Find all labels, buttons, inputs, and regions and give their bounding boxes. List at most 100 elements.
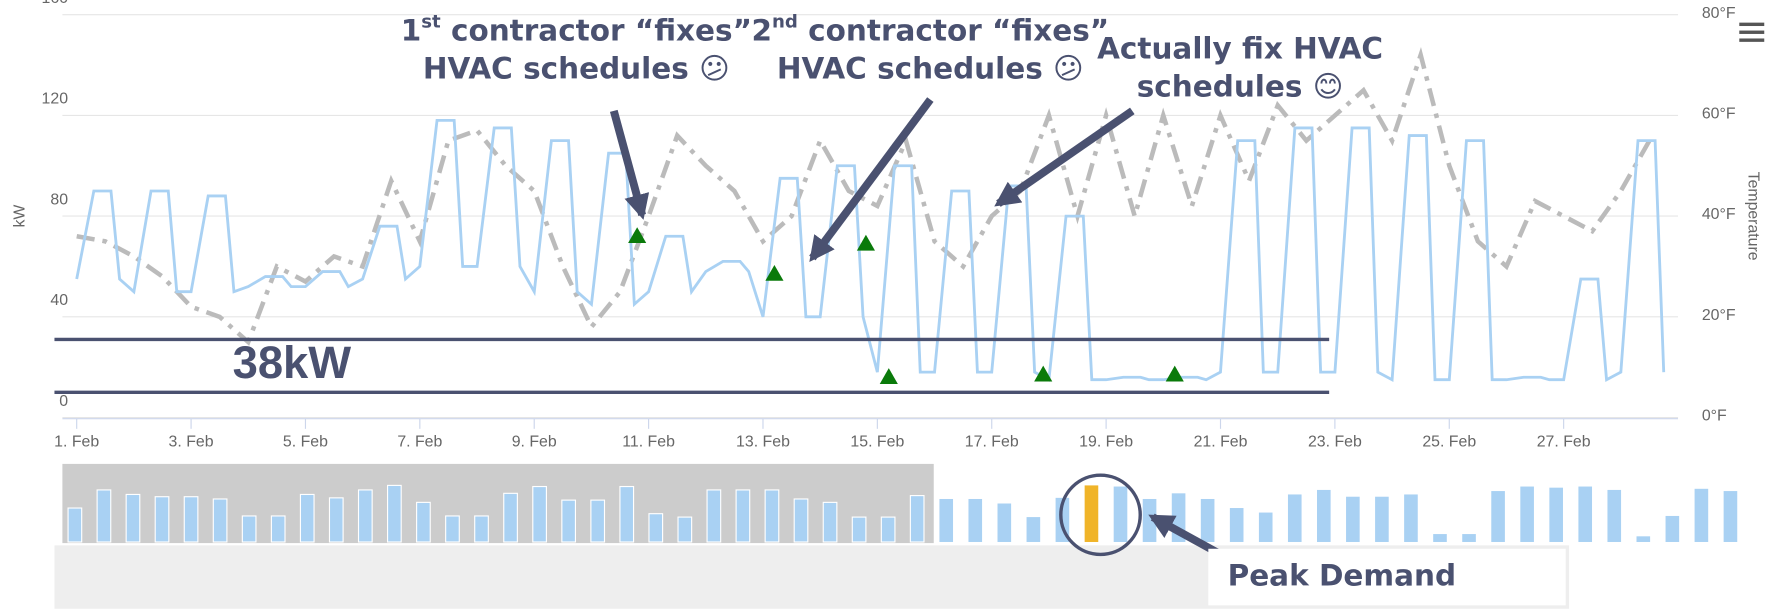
x-tick-label: 23. Feb (1308, 434, 1362, 451)
y-tick-label: 80 (50, 191, 68, 208)
kw-line (75, 118, 1666, 382)
navigator-bar (328, 497, 344, 543)
navigator-bar (125, 493, 141, 543)
x-tick-label: 15. Feb (850, 434, 904, 451)
arrows (609, 97, 1223, 558)
y-tick-label: 120 (42, 91, 69, 108)
navigator-bar (67, 507, 83, 543)
y2-tick-label: 40°F (1702, 206, 1736, 223)
navigator-bar (1520, 486, 1534, 542)
navigator-bar (416, 501, 431, 543)
x-tick-label: 27. Feb (1537, 434, 1591, 451)
navigator-bar (561, 499, 577, 543)
navigator-bar (1084, 485, 1099, 542)
annotation: Actually fix HVAC (1097, 31, 1383, 65)
navigator-bar (1404, 494, 1418, 542)
navigator-bar (939, 498, 954, 542)
annotation: 2nd contractor “fixes” (752, 12, 1110, 48)
navigator-bar (299, 493, 315, 543)
navigator-bar (241, 515, 257, 543)
navigator-bar (154, 496, 170, 543)
navigator-bar (968, 498, 983, 542)
annotation: HVAC schedules 😕 (777, 52, 1084, 86)
y2-tick-label: 60°F (1702, 105, 1736, 122)
event-marker (856, 234, 875, 251)
navigator-bar (1636, 536, 1651, 542)
x-tick-label: 9. Feb (512, 434, 557, 451)
x-tick-label: 19. Feb (1079, 434, 1133, 451)
annotation: schedules 😊 (1137, 70, 1344, 104)
y2-tick-label: 20°F (1702, 307, 1736, 324)
navigator-bar (793, 498, 809, 543)
event-marker (628, 227, 647, 244)
y-tick-label: 160 (42, 0, 69, 7)
navigator-bar (183, 496, 199, 543)
navigator-bar (1375, 496, 1389, 542)
navigator-bar (1258, 512, 1273, 542)
navigator-bar (474, 515, 489, 543)
x-tick-label: 25. Feb (1422, 434, 1476, 451)
navigator-bar (1549, 487, 1563, 542)
navigator-bar (387, 484, 402, 543)
navigator-bar (1317, 489, 1331, 542)
navigator-bar (1200, 498, 1215, 542)
navigator-bar (880, 516, 896, 543)
y-axis-label: kW (12, 205, 29, 228)
navigator-selection[interactable] (62, 463, 934, 544)
navigator-bar (503, 492, 518, 543)
navigator-bar (706, 489, 722, 543)
y2-tick-label: 80°F (1702, 5, 1736, 22)
y-tick-label: 0 (59, 393, 68, 410)
navigator-bar (909, 495, 925, 543)
temperature-line (76, 46, 1652, 346)
event-marker (1165, 365, 1184, 382)
navigator-bar (648, 513, 664, 543)
navigator-bar (590, 499, 606, 543)
navigator-bar (851, 516, 867, 543)
peak-circle (1059, 473, 1142, 557)
event-marker (765, 264, 784, 281)
navigator-bar (1578, 486, 1593, 542)
navigator-bar (445, 515, 460, 543)
x-tick-label: 21. Feb (1194, 434, 1248, 451)
navigator-bar (1026, 517, 1041, 542)
y2-axis-label: Temperature (1745, 172, 1762, 261)
navigator-bar (619, 485, 635, 543)
navigator-bar (1229, 508, 1244, 542)
navigator-bar (764, 489, 780, 543)
x-tick-label: 13. Feb (736, 434, 790, 451)
navigator-bar (735, 489, 751, 543)
event-marker (1034, 365, 1053, 382)
annotation: 1st contractor “fixes” (401, 12, 752, 48)
y-tick-label: 40 (50, 292, 68, 309)
event-marker (879, 368, 898, 385)
peak-label-box (1208, 548, 1566, 606)
navigator-bar (1694, 488, 1709, 542)
x-tick-label: 1. Feb (54, 434, 99, 451)
peak-label: Peak Demand (1228, 559, 1457, 593)
x-tick-label: 5. Feb (283, 434, 328, 451)
navigator-bar (1113, 486, 1128, 542)
navigator-bar (677, 516, 693, 543)
navigator-bar (1665, 515, 1680, 542)
navigator-bar (96, 489, 112, 543)
navigator-bar (822, 501, 838, 543)
x-tick-label: 11. Feb (622, 434, 675, 451)
navigator-bar (532, 485, 547, 543)
navigator-bar (1723, 491, 1738, 542)
navigator-bar (270, 515, 286, 543)
navigator-bar (1491, 491, 1505, 542)
navigator-bar (1346, 496, 1360, 542)
navigator-bar (212, 498, 228, 543)
navigator-bar (1607, 489, 1622, 542)
annotation: HVAC schedules 😕 (423, 52, 730, 86)
x-tick-label: 3. Feb (169, 434, 214, 451)
menu-icon[interactable] (1739, 22, 1765, 42)
navigator-bar (357, 489, 373, 543)
y2-tick-label: 0°F (1702, 408, 1727, 425)
navigator-bar (1287, 494, 1302, 542)
band-label: 38kW (233, 337, 352, 388)
x-tick-label: 17. Feb (965, 434, 1019, 451)
navigator-bar (1462, 534, 1476, 542)
